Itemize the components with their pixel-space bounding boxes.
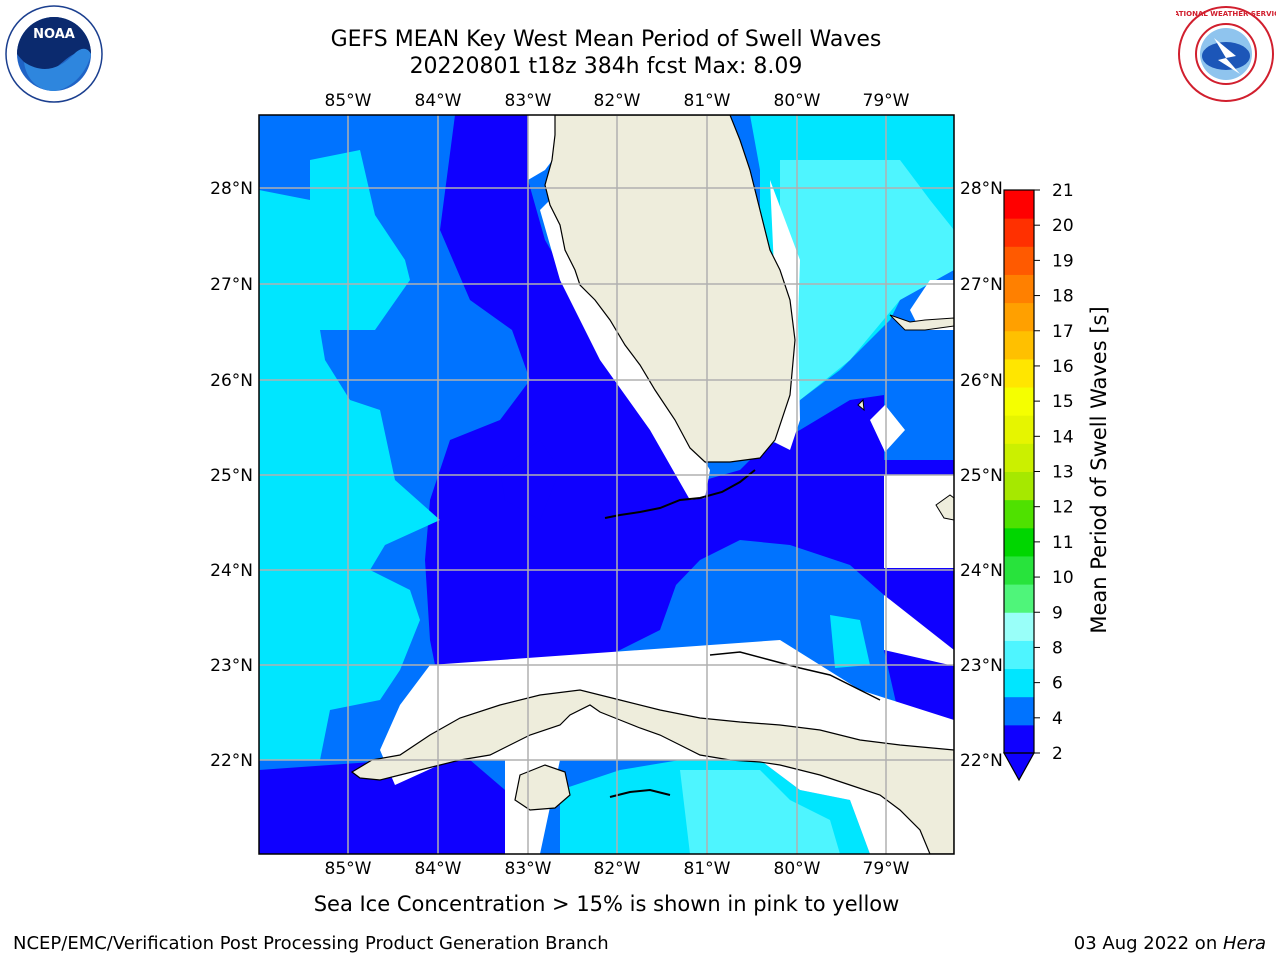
colorbar-tick-label: 12 — [1052, 498, 1074, 518]
chart-subtitle: 20220801 t18z 384h fcst Max: 8.09 — [409, 54, 803, 79]
colorbar-segment — [1004, 443, 1034, 472]
colorbar-segment — [1004, 527, 1034, 557]
colorbar-segment — [1004, 668, 1034, 698]
lon-label-bottom: 80°W — [774, 859, 821, 879]
colorbar-tick-label: 10 — [1052, 568, 1074, 588]
chart-title: GEFS MEAN Key West Mean Period of Swell … — [330, 27, 882, 52]
sea-ice-note: Sea Ice Concentration > 15% is shown in … — [313, 892, 900, 916]
colorbar-extend-arrow — [1002, 752, 1036, 782]
colorbar-tick-label: 8 — [1052, 638, 1063, 658]
colorbar-segment — [1004, 724, 1034, 754]
lat-label-left: 23°N — [210, 656, 253, 676]
colorbar-segment — [1004, 358, 1034, 388]
colorbar-tick-label: 6 — [1052, 674, 1063, 694]
colorbar-segment — [1004, 218, 1034, 247]
colorbar-segment — [1004, 640, 1034, 670]
colorbar-segment — [1004, 471, 1034, 501]
colorbar-tick-label: 2 — [1052, 744, 1063, 764]
field-8-9 — [780, 160, 954, 400]
colorbar-segment — [1004, 330, 1034, 360]
footer-host: Hera — [1222, 933, 1266, 954]
footer-credit: NCEP/EMC/Verification Post Processing Pr… — [13, 933, 609, 954]
lon-label-top: 85°W — [325, 91, 372, 111]
colorbar-tick-label: 21 — [1052, 181, 1074, 201]
lat-label-right: 24°N — [960, 561, 1003, 581]
lat-label-left: 25°N — [210, 466, 253, 486]
nodata-area — [528, 115, 560, 180]
colorbar-segment — [1004, 696, 1034, 726]
noaa-logo: NOAA — [4, 4, 104, 104]
footer-date-text: 03 Aug 2022 on — [1073, 933, 1223, 954]
colorbar-tick-label: 20 — [1052, 216, 1074, 236]
lon-label-top: 81°W — [684, 91, 731, 111]
colorbar-segment — [1004, 499, 1034, 529]
colorbar-tick-label: 9 — [1052, 603, 1063, 623]
noaa-logo-text: NOAA — [33, 27, 75, 42]
colorbar-segment — [1004, 387, 1034, 416]
lon-label-bottom: 81°W — [684, 859, 731, 879]
colorbar-segment — [1004, 584, 1034, 613]
tick-labels: 85°W 85°W 84°W 84°W 83°W 83°W 82°W 82°W 81°W 81°W… — [210, 91, 1003, 879]
map-field — [259, 115, 954, 854]
lon-label-bottom: 83°W — [505, 859, 552, 879]
colorbar-tick-label: 13 — [1052, 463, 1074, 483]
lat-label-left: 26°N — [210, 371, 253, 391]
lat-label-right: 27°N — [960, 275, 1003, 295]
grid-lines — [259, 115, 954, 854]
lon-label-top: 80°W — [774, 91, 821, 111]
cuba-cays — [709, 651, 881, 701]
lat-label-left: 28°N — [210, 179, 253, 199]
lat-label-right: 23°N — [960, 656, 1003, 676]
colorbar: 21 20 19 18 17 16 15 14 13 12 11 10 9 8 6 4 2 — [1002, 181, 1074, 782]
colorbar-tick-label: 14 — [1052, 427, 1074, 447]
colorbar-tick-label: 15 — [1052, 392, 1074, 412]
lat-label-right: 28°N — [960, 179, 1003, 199]
lat-label-right: 26°N — [960, 371, 1003, 391]
lat-label-right: 25°N — [960, 466, 1003, 486]
colorbar-segment — [1004, 246, 1034, 275]
lat-label-left: 24°N — [210, 561, 253, 581]
lon-label-bottom: 85°W — [325, 859, 372, 879]
cuba-south-cays — [609, 788, 671, 798]
field-6-8 — [259, 150, 440, 760]
colorbar-segment — [1004, 555, 1034, 585]
lon-label-top: 83°W — [505, 91, 552, 111]
lat-label-left: 22°N — [210, 751, 253, 771]
colorbar-tick-label: 4 — [1052, 709, 1063, 729]
colorbar-segment — [1004, 415, 1034, 444]
footer-date: 03 Aug 2022 on Hera — [1074, 933, 1266, 955]
lon-label-top: 79°W — [863, 91, 910, 111]
colorbar-segment — [1004, 302, 1034, 332]
florida-keys — [604, 469, 756, 519]
lat-label-right: 22°N — [960, 751, 1003, 771]
colorbar-tick-label: 16 — [1052, 357, 1074, 377]
land-cuba — [350, 689, 954, 854]
lon-label-bottom: 84°W — [415, 859, 462, 879]
nws-logo: NATIONAL WEATHER SERVICE — [1168, 4, 1280, 104]
nws-logo-text: NATIONAL WEATHER SERVICE — [1176, 10, 1276, 18]
map-frame — [258, 114, 955, 855]
colorbar-label: Mean Period of Swell Waves [s] — [1087, 306, 1111, 633]
colorbar-segment — [1004, 612, 1034, 641]
colorbar-segment — [1004, 274, 1034, 304]
lon-label-top: 84°W — [415, 91, 462, 111]
land-florida — [544, 115, 796, 463]
colorbar-tick-label: 17 — [1052, 322, 1074, 342]
colorbar-tick-label: 18 — [1052, 287, 1074, 307]
colorbar-segment — [1004, 190, 1034, 219]
colorbar-tick-label: 19 — [1052, 251, 1074, 271]
lat-label-left: 27°N — [210, 275, 253, 295]
lon-label-bottom: 82°W — [594, 859, 641, 879]
colorbar-tick-label: 11 — [1052, 533, 1074, 553]
lon-label-bottom: 79°W — [863, 859, 910, 879]
lon-label-top: 82°W — [594, 91, 641, 111]
